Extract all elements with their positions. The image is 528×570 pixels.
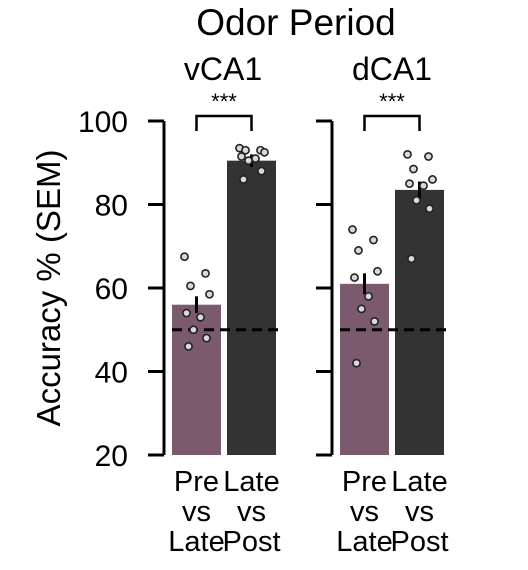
data-point (202, 333, 211, 343)
data-point (412, 195, 421, 205)
panel-title: dCA1 (352, 51, 432, 87)
significance-bracket (363, 114, 421, 131)
x-tick-label: Late (336, 526, 392, 558)
panel-title: vCA1 (184, 51, 262, 87)
significance-label: *** (211, 89, 237, 114)
data-point (241, 145, 250, 155)
data-point (180, 252, 189, 262)
y-tick-label: 20 (95, 440, 128, 473)
x-tick-label: Late (391, 466, 447, 498)
data-point (369, 235, 378, 245)
y-tick-label: 60 (95, 273, 128, 306)
data-point (260, 147, 269, 157)
x-tick-label: Late (223, 466, 279, 498)
x-tick-label: Pre (174, 466, 219, 498)
data-point (350, 273, 359, 282)
data-point (428, 175, 437, 184)
data-point (237, 152, 246, 161)
x-tick-label: vs (405, 496, 434, 528)
bar (227, 160, 276, 455)
x-tick-label: Late (168, 526, 224, 558)
data-point (370, 316, 379, 326)
data-point (186, 281, 195, 291)
data-point (407, 254, 416, 264)
data-point (352, 358, 361, 368)
significance-bracket (195, 114, 253, 131)
data-point (425, 204, 434, 214)
bar (395, 189, 444, 455)
x-tick-label: vs (237, 496, 266, 528)
data-point (348, 225, 357, 234)
data-point (251, 154, 260, 163)
data-point (239, 175, 248, 184)
data-point (189, 325, 198, 335)
data-point (405, 179, 414, 189)
data-point (196, 312, 205, 322)
y-tick-label: 40 (95, 357, 128, 390)
significance-label: *** (379, 89, 405, 114)
panels: vCA120406080100***PrevsLateLatevsPostdCA… (78, 51, 449, 558)
y-axis-label: Accuracy % (SEM) (30, 150, 67, 427)
data-point (354, 246, 363, 255)
x-tick-label: vs (182, 496, 211, 528)
data-point (182, 308, 191, 318)
data-point (364, 291, 373, 301)
data-point (373, 266, 382, 276)
x-tick-label: Post (222, 526, 280, 558)
y-tick-label: 80 (95, 190, 128, 223)
data-point (257, 166, 266, 176)
data-point (201, 268, 210, 278)
x-tick-label: vs (350, 496, 379, 528)
chart-title: Odor Period (196, 2, 396, 43)
data-point (419, 181, 428, 191)
data-point (403, 149, 412, 159)
data-point (205, 289, 214, 299)
y-tick-label: 100 (78, 106, 128, 139)
data-point (184, 342, 193, 351)
data-point (409, 164, 418, 174)
data-point (424, 152, 433, 161)
x-tick-label: Pre (342, 466, 387, 498)
bar (340, 283, 389, 455)
data-point (244, 156, 253, 166)
x-tick-label: Post (390, 526, 448, 558)
data-point (357, 304, 366, 314)
